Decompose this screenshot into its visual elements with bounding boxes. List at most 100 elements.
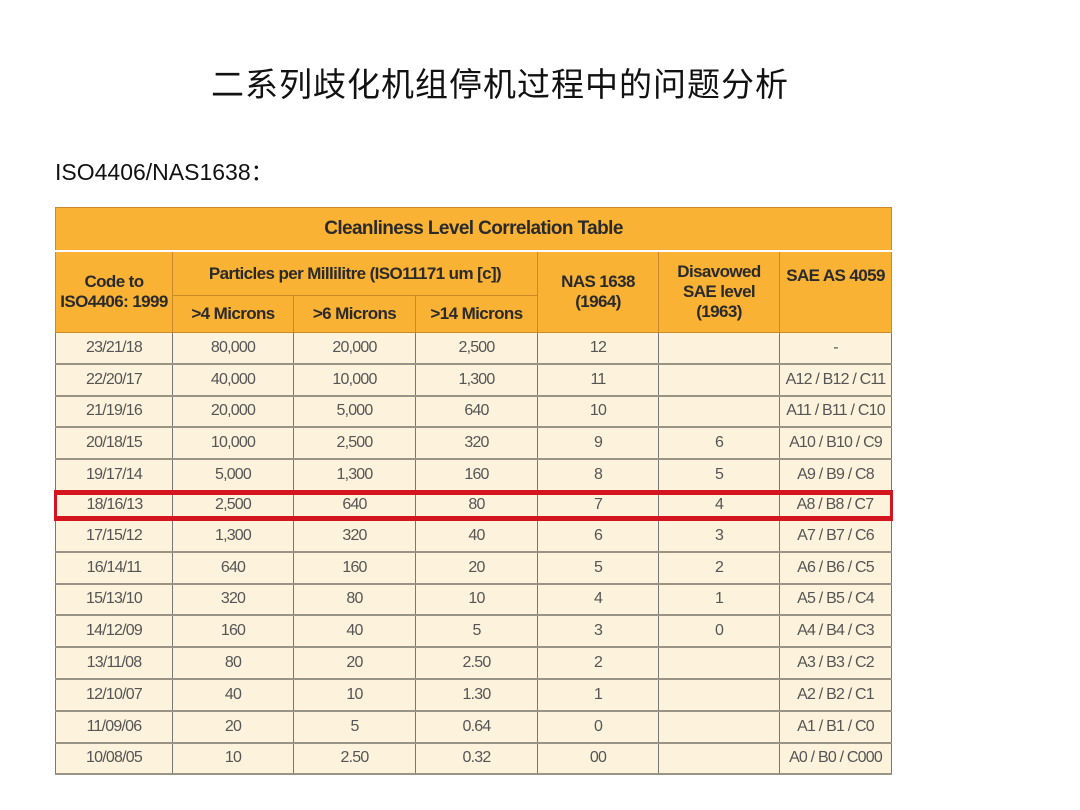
cell-gt4: 80 [172,647,294,680]
cell-code: 11/09/06 [55,710,173,744]
cell-gt6: 40 [293,615,416,649]
table-row: 18/16/13 2,500 640 80 7 4 A8 / B8 / C7 [54,489,894,521]
cell-sae-level [658,332,780,365]
table-row: 15/13/10 320 80 10 4 1 A5 / B5 / C4 [55,583,893,617]
cell-nas: 9 [537,427,659,461]
cell-nas: 10 [537,395,659,429]
cell-gt14: 320 [415,427,538,461]
cell-gt6: 80 [293,583,416,617]
slide-subtitle: ISO4406/NAS1638： [55,159,274,185]
cell-gt4: 1,300 [172,518,294,553]
cell-gt6: 160 [293,551,416,585]
cell-sae-level: 6 [658,427,780,461]
cell-sae-as: A8 / B8 / C7 [778,489,894,521]
cell-code: 12/10/07 [55,678,173,712]
cell-code: 22/20/17 [55,363,173,397]
table-body: 23/21/18 80,000 20,000 2,500 12-22/20/17 40,0… [54,332,894,776]
header-code: Code to ISO4406: 1999 [55,250,173,333]
table-row: 23/21/18 80,000 20,000 2,500 12 - [55,332,893,365]
cell-code: 10/08/05 [55,742,173,776]
cell-sae-level: 5 [658,459,780,494]
cell-sae-level: 3 [658,518,780,553]
cell-gt4: 10,000 [172,427,294,461]
cell-gt14: 40 [415,518,538,553]
table-row: 19/17/14 5,000 1,300 160 8 5 A9 / B9 / C8 [55,459,893,494]
cell-gt4: 640 [172,551,294,585]
cell-nas: 2 [537,647,659,680]
cell-sae-level: 1 [658,583,780,617]
cell-gt14: 10 [415,583,538,617]
cell-gt6: 20 [293,647,416,680]
cell-gt14: 2.50 [415,647,538,680]
cell-nas: 6 [537,518,659,553]
table-row: 17/15/12 1,300 320 40 6 3 A7 / B7 / C6 [55,518,893,553]
cell-gt14: 80 [415,489,538,521]
cell-nas: 1 [537,678,659,712]
cell-nas: 8 [537,459,659,494]
cell-code: 21/19/16 [55,395,173,429]
cell-code: 16/14/11 [55,551,173,585]
cell-gt4: 40 [172,678,294,712]
cell-gt4: 5,000 [172,459,294,494]
cell-nas: 12 [537,332,659,365]
cell-code: 23/21/18 [55,332,173,365]
cell-code: 14/12/09 [55,615,173,649]
cell-sae-level: 2 [658,551,780,585]
cell-sae-level [658,710,780,744]
table-row: 22/20/17 40,000 10,000 1,300 11 A12 / B12 / C… [55,363,893,397]
cell-gt14: 5 [415,615,538,649]
cell-sae-as: A2 / B2 / C1 [778,678,893,712]
cell-gt6: 1,300 [293,459,416,494]
cell-gt6: 10,000 [293,363,416,397]
cell-sae-as: A9 / B9 / C8 [778,459,893,494]
cell-gt6: 5 [293,710,416,744]
cell-nas: 0 [537,710,659,744]
cell-code: 13/11/08 [55,647,173,680]
cell-nas: 00 [537,742,659,776]
cell-sae-level: 0 [658,615,780,649]
cell-gt14: 20 [415,551,538,585]
header-sae-level: Disavowed SAE level (1963) [658,250,780,333]
cell-sae-level [658,363,780,397]
table-row: 13/11/08 80 20 2.50 2 A3 / B3 / C2 [55,647,893,680]
cell-sae-as: A11 / B11 / C10 [778,395,893,429]
cell-code: 20/18/15 [55,427,173,461]
cell-sae-as: A10 / B10 / C9 [778,427,893,461]
table-row: 21/19/16 20,000 5,000 640 10 A11 / B11 / C10 [55,395,893,429]
cell-sae-level [658,647,780,680]
cell-sae-as: A7 / B7 / C6 [778,518,893,553]
cell-gt4: 80,000 [172,332,294,365]
cell-nas: 5 [537,551,659,585]
cell-gt6: 2,500 [293,427,416,461]
cell-sae-as: A6 / B6 / C5 [778,551,893,585]
cell-gt14: 1.30 [415,678,538,712]
header-gt6: >6 Microns [293,295,416,333]
table-row: 12/10/07 40 10 1.30 1 A2 / B2 / C1 [55,678,893,712]
cell-sae-level [658,678,780,712]
cell-nas: 7 [537,489,659,521]
cell-sae-as: A1 / B1 / C0 [778,710,893,744]
cell-sae-as: A12 / B12 / C11 [778,363,893,397]
cell-sae-as: - [778,332,893,365]
cell-sae-as: A0 / B0 / C000 [778,742,893,776]
cell-code: 19/17/14 [55,459,173,494]
cell-gt4: 10 [172,742,294,776]
cell-code: 18/16/13 [54,489,173,521]
cell-gt6: 5,000 [293,395,416,429]
table-caption: Cleanliness Level Correlation Table [54,207,893,252]
table-row: 20/18/15 10,000 2,500 320 9 6 A10 / B10 / C9 [55,427,893,461]
table-row: 16/14/11 640 160 20 5 2 A6 / B6 / C5 [55,551,893,585]
cell-gt6: 320 [293,518,416,553]
cell-gt14: 0.64 [415,710,538,744]
cell-gt14: 0.32 [415,742,538,776]
cell-gt6: 640 [293,489,416,521]
cell-nas: 11 [537,363,659,397]
table-row: 14/12/09 160 40 5 3 0 A4 / B4 / C3 [55,615,893,649]
slide-title: 二系列歧化机组停机过程中的问题分析 [211,65,789,104]
header-nas: NAS 1638 (1964) [537,250,659,333]
cell-gt4: 20,000 [172,395,294,429]
header-sae-as: SAE AS 4059 [778,250,893,333]
cell-gt14: 2,500 [415,332,538,365]
cell-nas: 3 [537,615,659,649]
cell-gt14: 640 [415,395,538,429]
